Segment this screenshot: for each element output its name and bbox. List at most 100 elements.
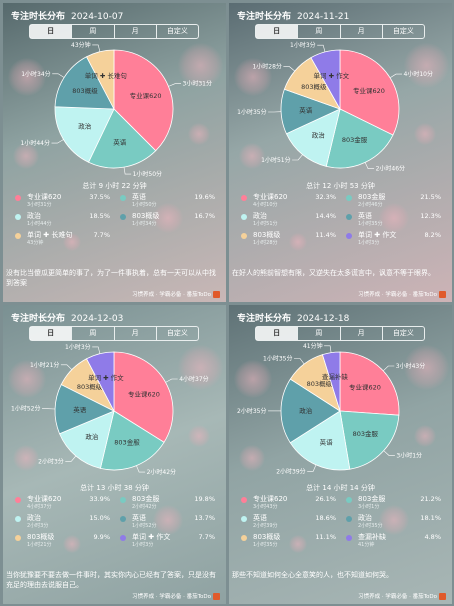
legend-item[interactable]: 政治 1小时44分 18.5% [11, 212, 116, 227]
leader-line [389, 73, 402, 79]
legend-item[interactable]: 803金服 2小时46分 21.5% [342, 193, 447, 208]
leader-line [307, 464, 317, 472]
slice-time-label: 41分钟 [303, 342, 323, 350]
focus-stats-card: 专注时长分布 2024-12-18 日周月自定义 专业课620 3小时43分 803金服 3… [229, 305, 452, 604]
tomato-logo-icon [439, 290, 446, 298]
pie-slice[interactable] [54, 106, 115, 163]
footer-text: 习惯养成 · 学霸必备 · 番茄ToDo [358, 292, 437, 298]
tab-month[interactable]: 月 [341, 327, 383, 340]
legend-item[interactable]: 英语 1小时52分 13.7% [116, 514, 221, 529]
card-title: 专注时长分布 [11, 314, 66, 324]
legend-item[interactable]: 专业课620 3小时43分 26.1% [237, 495, 342, 510]
pie-slice[interactable] [88, 108, 157, 169]
slice-name-label: 政治 [85, 432, 99, 441]
slice-name-label: 专业课620 [128, 389, 160, 398]
legend-category: 803金服 [358, 193, 386, 201]
tab-custom[interactable]: 自定义 [392, 27, 414, 35]
period-tabs: 日周月 自定义 [255, 326, 425, 341]
legend-item[interactable]: 单词 ✚ 长难句 43分钟 7.7% [11, 231, 116, 246]
legend-category: 803概级 [253, 231, 281, 239]
legend-item[interactable]: 英语 1小时50分 19.6% [116, 193, 221, 208]
legend-item[interactable]: 政治 2小时3分 15.0% [11, 514, 116, 529]
legend-item[interactable]: 单词 ✚ 作文 1小时3分 8.2% [342, 231, 447, 246]
pie-slice[interactable] [99, 410, 165, 471]
slice-time-label: 1小时35分 [237, 108, 266, 116]
pie-slice[interactable] [289, 410, 351, 471]
tab-week[interactable]: 周 [72, 25, 115, 38]
legend-percent: 7.7% [93, 231, 110, 239]
tab-custom[interactable]: 自定义 [166, 27, 188, 35]
legend-item[interactable]: 政治 2小时35分 18.1% [342, 514, 447, 529]
legend-duration: 41分钟 [358, 542, 375, 548]
legend-percent: 12.3% [420, 212, 441, 220]
footer-text: 习惯养成 · 学霸必备 · 番茄ToDo [132, 292, 211, 298]
slice-name-label: 查漏补缺 [322, 372, 349, 381]
pie-slice[interactable] [310, 49, 341, 111]
legend-item[interactable]: 803金服 3小时1分 21.2% [342, 495, 447, 510]
pie-slice[interactable] [285, 108, 341, 167]
legend-item[interactable]: 专业课620 4小时10分 32.3% [237, 193, 342, 208]
pie-slice[interactable] [280, 378, 341, 444]
tab-week[interactable]: 周 [298, 25, 341, 38]
slice-name-label: 单词 ✚ 作文 [314, 71, 350, 80]
legend-item[interactable]: 803概级 1小时21分 9.9% [11, 533, 116, 548]
tab-month[interactable]: 月 [115, 25, 157, 38]
legend-item[interactable]: 803概级 1小时34分 16.7% [116, 212, 221, 227]
pie-slice[interactable] [86, 49, 115, 110]
tab-month[interactable]: 月 [115, 327, 157, 340]
card-date: 2024-12-03 [71, 314, 124, 324]
legend-item[interactable]: 政治 1小时51分 14.4% [237, 212, 342, 227]
legend-category: 英语 [358, 212, 372, 220]
legend-color-dot [15, 535, 21, 541]
tab-day[interactable]: 日 [30, 25, 73, 38]
legend-color-dot [15, 497, 21, 503]
legend-item[interactable]: 803概级 1小时28分 11.4% [237, 231, 342, 246]
focus-stats-card: 专注时长分布 2024-10-07 日周月自定义 专业课620 3小时31分 英语 1小时5… [3, 3, 226, 302]
leader-line [65, 455, 77, 462]
tab-week[interactable]: 周 [298, 327, 341, 340]
pie-slice[interactable] [54, 56, 115, 110]
pie-slice[interactable] [59, 410, 115, 469]
legend-item[interactable]: 803金服 2小时42分 19.8% [116, 495, 221, 510]
legend-item[interactable]: 查漏补缺 41分钟 4.8% [342, 533, 447, 548]
leader-line [165, 378, 178, 383]
legend-item[interactable]: 英语 1小时35分 12.3% [342, 212, 447, 227]
legend-item[interactable]: 专业课620 4小时37分 33.9% [11, 495, 116, 510]
legend-item[interactable]: 专业课620 3小时31分 37.5% [11, 193, 116, 208]
card-header: 专注时长分布 2024-10-07 [11, 9, 123, 22]
tab-month[interactable]: 月 [341, 25, 383, 38]
pie-slice[interactable] [339, 351, 400, 416]
tab-week[interactable]: 周 [72, 327, 115, 340]
pie-chart: 专业课620 4小时10分 803金服 2小时46分 政治 1小时51分 英语 1小时35分 8… [237, 41, 433, 172]
pie-slice[interactable] [339, 410, 400, 470]
slice-name-label: 英语 [320, 437, 334, 446]
total-duration: 总计 14 小时 14 分钟 [306, 484, 375, 492]
legend-duration: 2小时46分 [358, 202, 383, 208]
legend-category: 803概级 [27, 533, 55, 541]
legend-category: 英语 [253, 514, 267, 522]
leader-line [51, 139, 64, 144]
legend-row: 专业课620 3小时31分 37.5% 英语 1小时50分 19.6% [11, 193, 221, 212]
tab-day[interactable]: 日 [256, 25, 299, 38]
legend-item[interactable]: 803概级 1小时35分 11.1% [237, 533, 342, 548]
tab-custom[interactable]: 自定义 [392, 329, 414, 337]
legend-color-dot [241, 214, 247, 220]
legend-item[interactable]: 单词 ✚ 作文 1小时3分 7.7% [116, 533, 221, 548]
tab-custom[interactable]: 自定义 [166, 329, 188, 337]
legend-category: 803概级 [253, 533, 281, 541]
leader-line [123, 167, 132, 175]
pie-slice[interactable] [339, 49, 400, 136]
pie-slice[interactable] [86, 351, 115, 412]
tab-day[interactable]: 日 [256, 327, 299, 340]
slice-name-label: 803概级 [301, 82, 327, 91]
motivational-quote: 那些不知道如何全心全意笑的人，也不知道如何哭。 [232, 571, 393, 579]
legend-percent: 21.2% [420, 495, 441, 503]
legend-percent: 13.7% [194, 514, 215, 522]
legend-duration: 1小时3分 [132, 542, 154, 548]
pie-slice[interactable] [325, 108, 394, 169]
legend-percent: 21.5% [420, 193, 441, 201]
legend-percent: 7.7% [198, 533, 215, 541]
tab-day[interactable]: 日 [30, 327, 73, 340]
leader-line [92, 346, 101, 354]
legend-item[interactable]: 英语 2小时39分 18.6% [237, 514, 342, 529]
